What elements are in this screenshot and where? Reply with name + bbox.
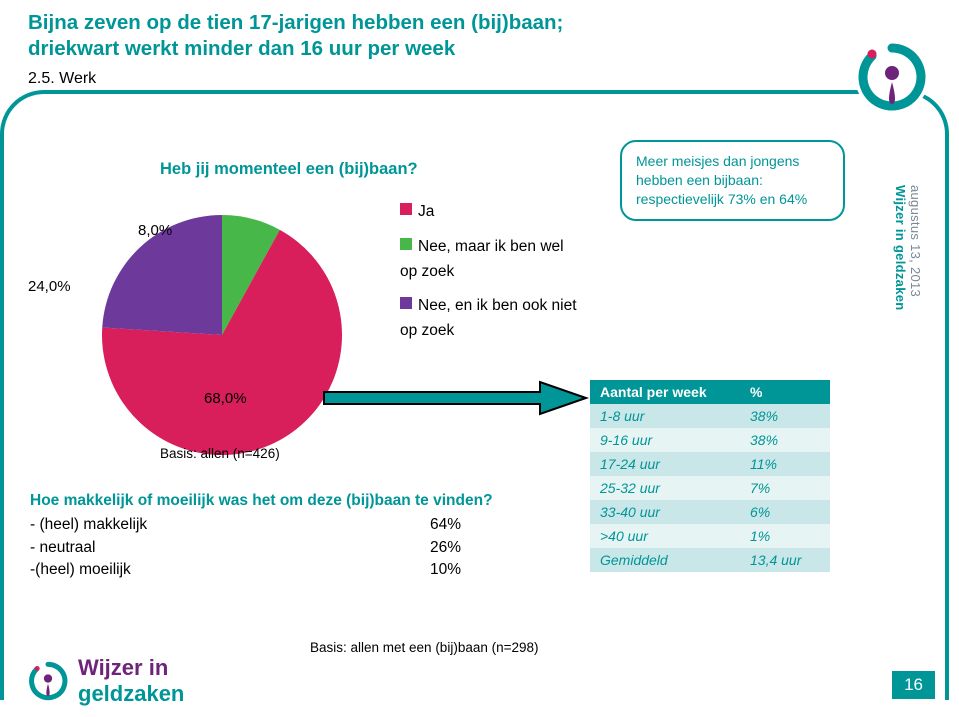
pie-label-24: 24,0% [28,278,71,295]
table-row: 33-40 uur6% [590,500,830,524]
legend-swatch [400,203,412,215]
table-row: Gemiddeld13,4 uur [590,548,830,572]
table-header: % [740,380,830,404]
title-line2: driekwart werkt minder dan 16 uur per we… [28,37,455,60]
difficulty-label: - neutraal [30,537,430,559]
sidebar-date: augustus 13, 2013 [908,185,923,297]
legend-label: Nee, maar ik ben welop zoek [400,238,564,280]
table-cell: >40 uur [590,524,740,548]
logo-prefix: Wijzer in [78,655,168,680]
page-number: 16 [892,671,935,699]
info-callout: Meer meisjes dan jongens hebben een bijb… [620,140,845,221]
table-cell: 17-24 uur [590,452,740,476]
pie-label-68: 68,0% [204,390,247,407]
legend-swatch [400,297,412,309]
table-cell: 9-16 uur [590,428,740,452]
difficulty-value: 10% [430,559,500,581]
pie-legend: Ja Nee, maar ik ben welop zoek Nee, en ik … [400,200,577,354]
table-header: Aantal per week [590,380,740,404]
table-cell: 6% [740,500,830,524]
difficulty-label: - (heel) makkelijk [30,514,430,536]
basis-note-1: Basis: allen (n=426) [160,446,280,461]
table-cell: 7% [740,476,830,500]
page-title: Bijna zeven op de tien 17-jarigen hebben… [28,10,728,62]
table-cell: 25-32 uur [590,476,740,500]
section-label: 2.5. Werk [28,70,96,88]
vertical-sidebar-text: augustus 13, 2013 Wijzer in geldzaken [893,185,923,311]
table-cell: 38% [740,404,830,428]
table-row: 9-16 uur38% [590,428,830,452]
table-cell: 33-40 uur [590,500,740,524]
arrow-graphic [320,380,590,416]
table-cell: 11% [740,452,830,476]
logo-text: Wijzer in geldzaken [78,655,268,707]
legend-item: Nee, en ik ben ook nietop zoek [400,294,577,344]
table-row: 1-8 uur38% [590,404,830,428]
difficulty-row: - (heel) makkelijk64% [30,514,500,536]
logo-suffix: geldzaken [78,681,184,706]
title-line1: Bijna zeven op de tien 17-jarigen hebben… [28,11,563,34]
table-cell: 13,4 uur [740,548,830,572]
table-cell: 1% [740,524,830,548]
sidebar-brand: Wijzer in geldzaken [893,185,908,311]
difficulty-value: 64% [430,514,500,536]
brand-logo-bottom: Wijzer in geldzaken [28,655,268,707]
basis-note-2: Basis: allen met een (bij)baan (n=298) [310,640,539,655]
difficulty-question: Hoe makkelijk of moeilijk was het om dez… [30,490,500,512]
difficulty-value: 26% [430,537,500,559]
legend-item: Nee, maar ik ben welop zoek [400,235,577,285]
table-cell: 38% [740,428,830,452]
difficulty-row: - neutraal26% [30,537,500,559]
legend-swatch [400,238,412,250]
difficulty-row: -(heel) moeilijk10% [30,559,500,581]
hours-table: Aantal per week%1-8 uur38%9-16 uur38%17-… [590,380,830,572]
legend-item: Ja [400,200,577,225]
table-cell: Gemiddeld [590,548,740,572]
chart-question: Heb jij momenteel een (bij)baan? [160,160,418,179]
table-cell: 1-8 uur [590,404,740,428]
legend-label: Ja [418,203,434,220]
pie-chart [72,185,372,485]
table-row: 17-24 uur11% [590,452,830,476]
pie-label-8: 8,0% [138,222,172,239]
table-row: 25-32 uur7% [590,476,830,500]
brand-logo-icon [855,40,929,114]
legend-label: Nee, en ik ben ook nietop zoek [400,297,577,339]
difficulty-label: -(heel) moeilijk [30,559,430,581]
difficulty-block: Hoe makkelijk of moeilijk was het om dez… [30,490,500,582]
table-row: >40 uur1% [590,524,830,548]
